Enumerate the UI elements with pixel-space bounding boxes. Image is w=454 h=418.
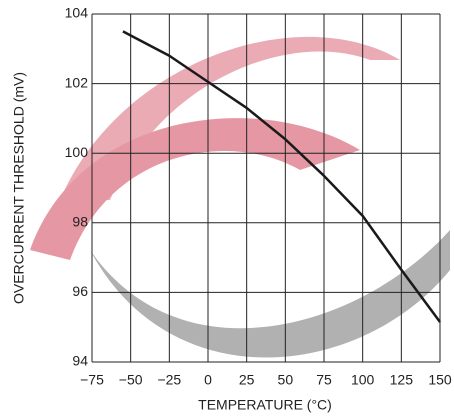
y-tick-label: 96: [72, 283, 88, 299]
y-axis-label: OVERCURRENT THRESHOLD (mV): [11, 72, 27, 304]
watermark: [30, 36, 450, 358]
watermark-swoosh: [90, 230, 450, 358]
y-tick-label: 102: [65, 74, 89, 90]
x-tick-label: −75: [80, 372, 104, 388]
x-tick-label: 50: [278, 372, 294, 388]
y-tick-label: 94: [72, 353, 88, 369]
y-tick-label: 100: [65, 144, 89, 160]
x-tick-label: 75: [316, 372, 332, 388]
x-tick-label: 125: [390, 372, 414, 388]
data-line: [122, 30, 442, 323]
y-tick-label: 98: [72, 214, 88, 230]
x-axis-label: TEMPERATURE (°C): [198, 397, 332, 413]
watermark-swoosh: [30, 118, 360, 260]
y-tick-label: 104: [65, 5, 89, 21]
x-tick-label: −50: [119, 372, 143, 388]
x-tick-label: 25: [239, 372, 255, 388]
x-tick-label: 150: [428, 372, 452, 388]
x-tick-label: 0: [204, 372, 212, 388]
x-tick-label: 100: [351, 372, 375, 388]
x-tick-label: −25: [157, 372, 181, 388]
